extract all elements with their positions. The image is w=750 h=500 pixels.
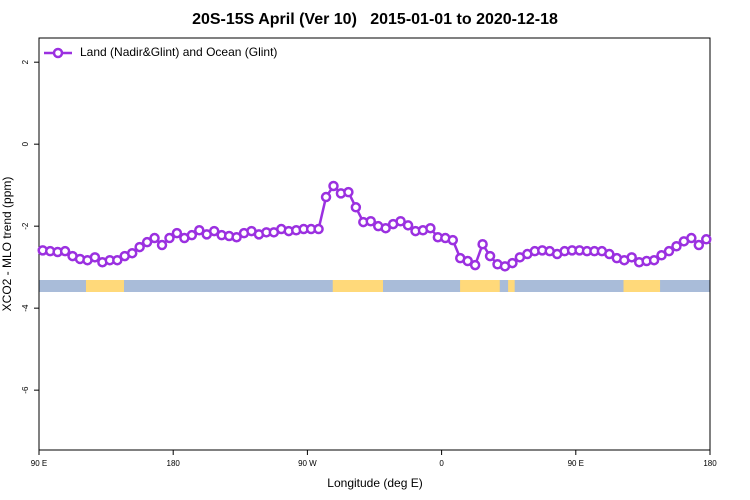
chart-title: 20S-15S April (Ver 10) 2015-01-01 to 202…	[192, 11, 558, 28]
data-point	[328, 180, 339, 192]
legend-label: Land (Nadir&Glint) and Ocean (Glint)	[80, 45, 277, 59]
data-point	[477, 238, 488, 250]
data-point	[59, 245, 71, 257]
data-point	[194, 225, 205, 236]
y-tick-label: -4	[21, 304, 30, 312]
land-segment	[460, 280, 500, 292]
y-axis-label: XCO2 - MLO trend (ppm)	[0, 177, 14, 312]
plot-frame	[38, 37, 711, 451]
data-point	[149, 232, 160, 244]
data-point	[648, 254, 660, 266]
data-point	[171, 227, 183, 239]
y-tick-label: -2	[21, 222, 30, 230]
y-tick-label: 0	[21, 141, 30, 146]
data-point	[671, 241, 682, 252]
data-point	[395, 215, 406, 227]
land-segment	[332, 280, 383, 292]
data-point	[380, 222, 391, 234]
x-tick-label: 0	[439, 459, 444, 468]
data-point	[693, 239, 705, 251]
data-point	[350, 202, 362, 213]
land-segment	[508, 280, 515, 292]
data-point	[156, 239, 168, 251]
y-tick-label: -6	[21, 386, 30, 394]
data-point	[462, 255, 473, 267]
data-point	[320, 191, 332, 203]
data-point	[656, 250, 667, 261]
data-point	[89, 252, 101, 263]
data-point	[402, 220, 414, 231]
data-point	[507, 257, 518, 269]
data-point	[343, 186, 354, 198]
legend-marker	[52, 47, 64, 59]
data-point	[313, 223, 324, 235]
x-tick-label: 90 E	[568, 459, 584, 468]
x-tick-label: 90 W	[298, 459, 317, 468]
data-point	[447, 234, 459, 246]
data-point	[208, 225, 220, 237]
data-point	[425, 222, 436, 234]
data-point	[663, 245, 675, 257]
y-tick-label: 2	[21, 59, 30, 64]
data-point	[365, 215, 377, 227]
land-segment	[85, 280, 124, 292]
x-tick-label: 90 E	[31, 459, 47, 468]
x-tick-label: 180	[703, 459, 717, 468]
data-point	[134, 241, 145, 253]
x-axis-label: Longitude (deg E)	[327, 476, 422, 490]
data-point	[112, 254, 123, 266]
data-point	[141, 236, 153, 248]
data-point	[231, 231, 242, 243]
x-tick-label: 180	[167, 459, 181, 468]
data-point	[186, 229, 198, 241]
data-point	[701, 234, 712, 245]
data-point	[484, 250, 496, 262]
data-point	[469, 259, 481, 271]
data-point	[686, 232, 697, 244]
data-point	[126, 247, 138, 259]
land-segment	[623, 280, 661, 292]
data-point	[604, 248, 615, 260]
data-point	[626, 252, 637, 263]
data-point	[164, 232, 175, 244]
